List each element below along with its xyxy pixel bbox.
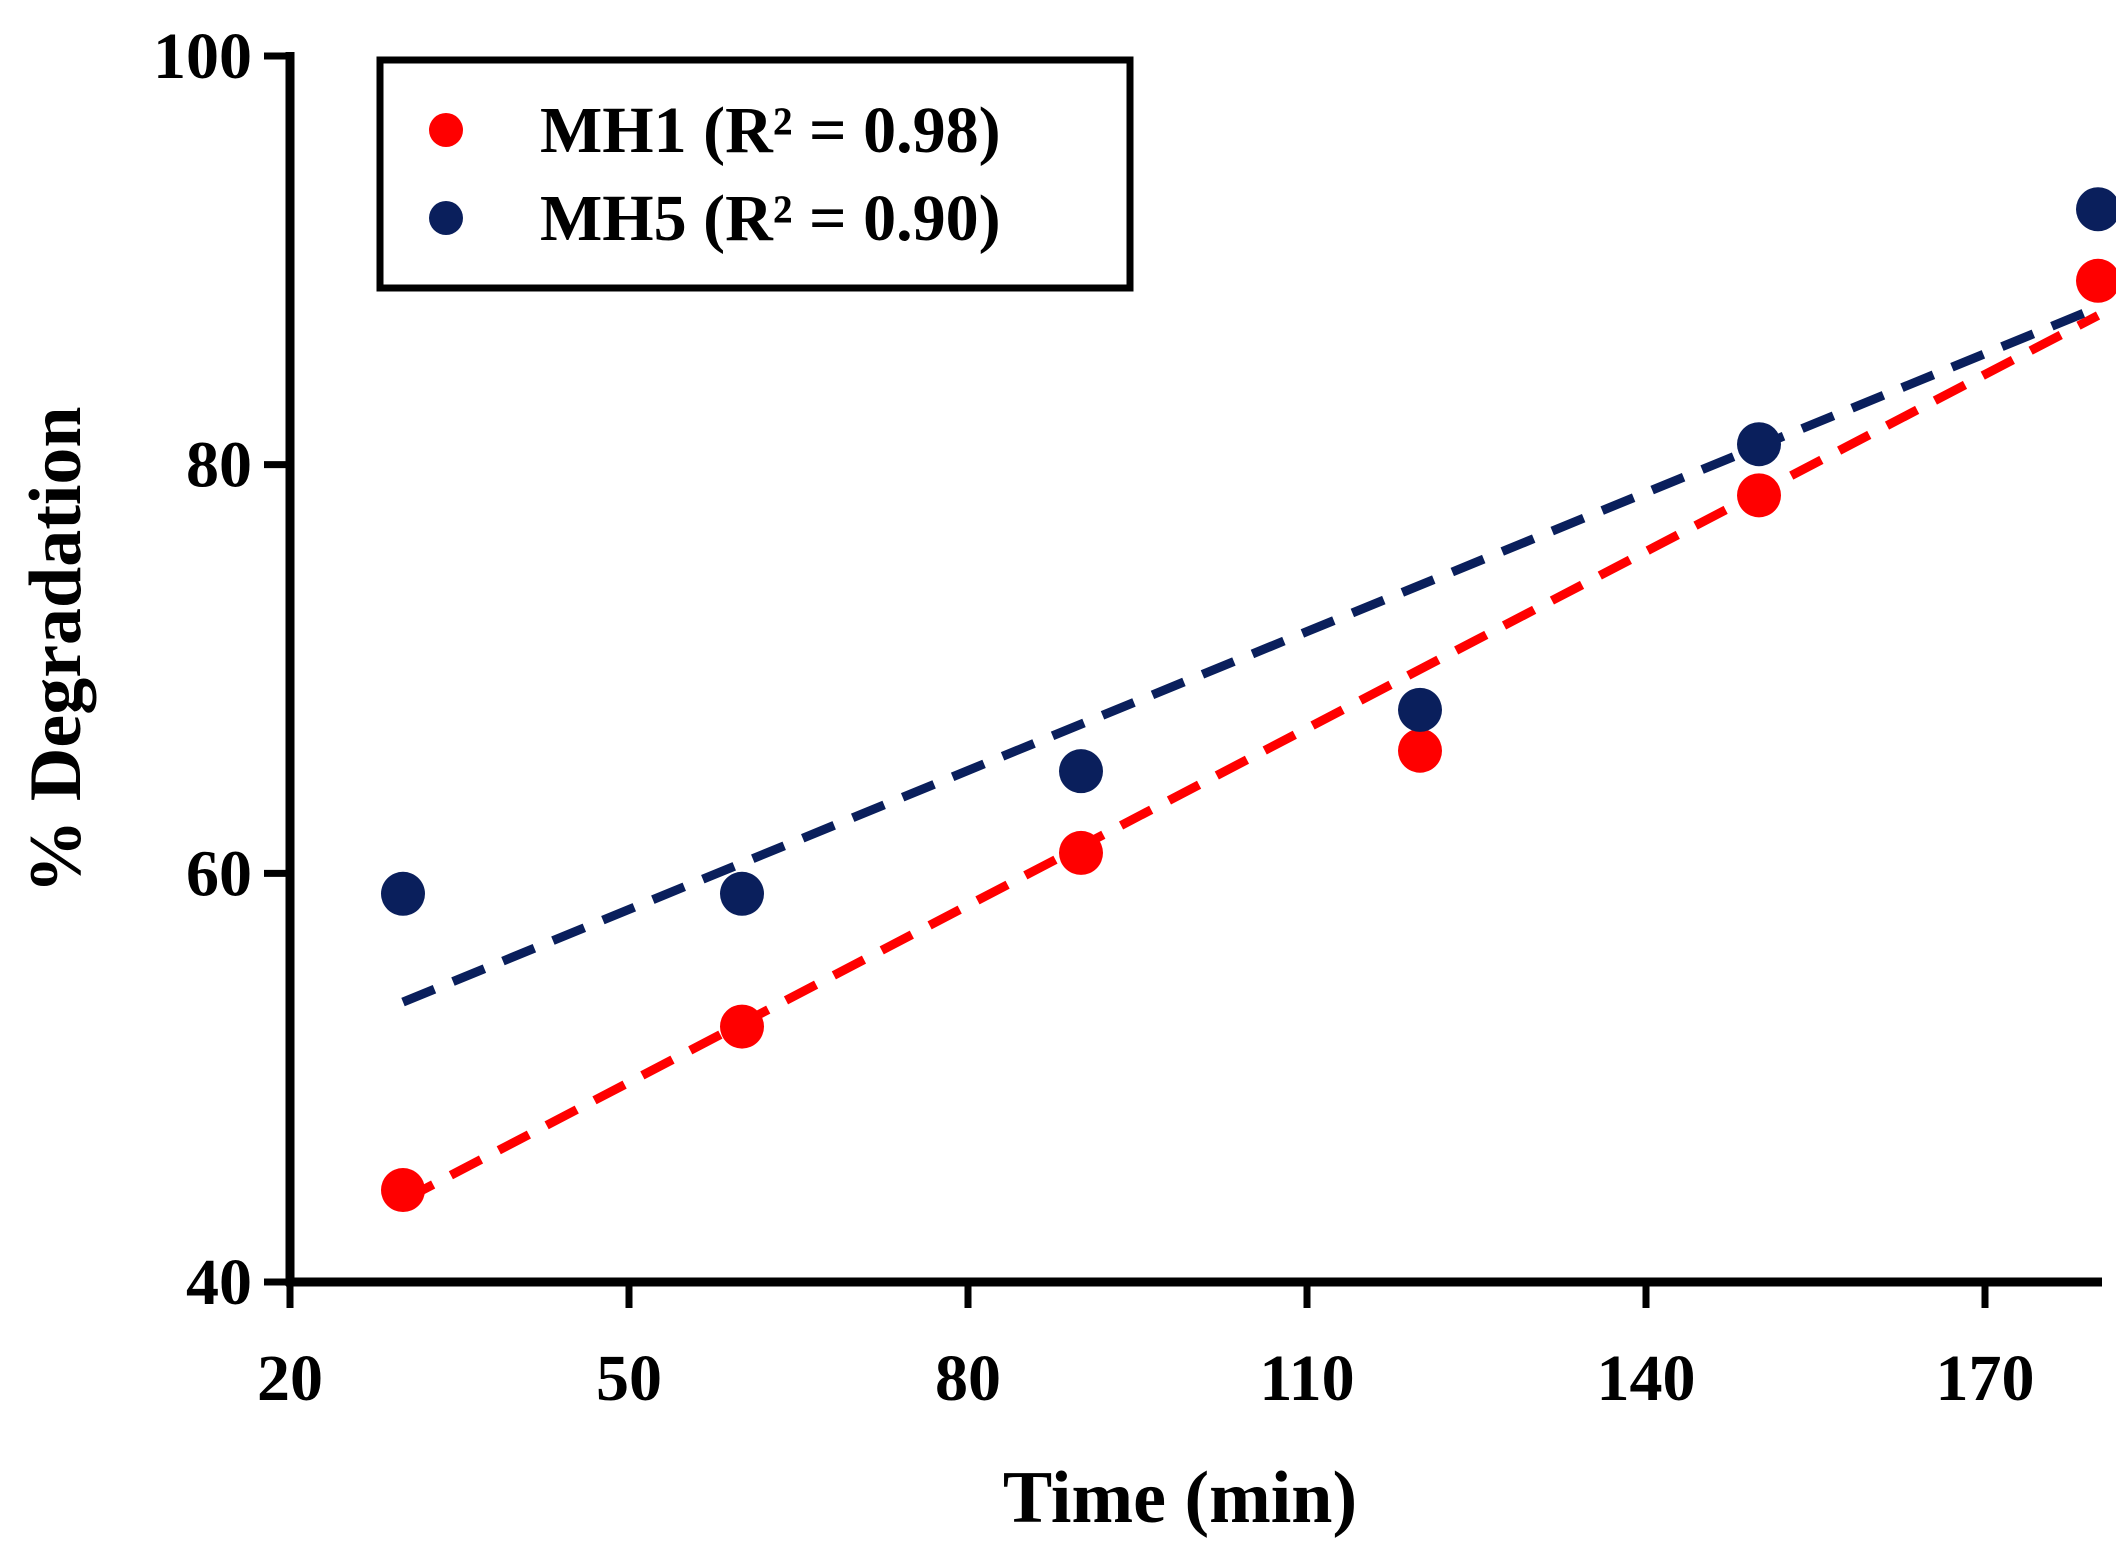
x-tick-label: 20: [257, 1342, 323, 1415]
trendline-mh1: [400, 311, 2101, 1205]
data-point-mh1: [1737, 473, 1781, 518]
y-tick-label: 40: [186, 1246, 252, 1319]
data-point-mh1: [720, 1004, 764, 1049]
legend-box: [376, 56, 1134, 292]
data-point-mh5: [1737, 422, 1781, 467]
x-axis-title: Time (min): [1003, 1457, 1357, 1539]
legend-marker-mh5: [429, 201, 463, 235]
axes: [285, 52, 2102, 1287]
legend-marker-mh1: [429, 113, 463, 147]
trendline-mh5: [401, 303, 2100, 1007]
data-point-mh1: [1059, 830, 1103, 875]
data-point-mh5: [2076, 187, 2116, 232]
data-point-mh5: [381, 871, 425, 916]
x-tick-label: 170: [1936, 1342, 2035, 1415]
x-tick-label: 140: [1597, 1342, 1696, 1415]
legend-label-mh5: MH5 (R² = 0.90): [540, 182, 1001, 255]
data-point-mh1: [2076, 258, 2116, 303]
x-tick-label: 110: [1259, 1342, 1354, 1415]
legend: MH1 (R² = 0.98) MH5 (R² = 0.90): [376, 56, 1134, 292]
y-tick-label: 60: [186, 837, 252, 910]
y-tick-label: 80: [186, 429, 252, 502]
y-axis-title: % Degradation: [15, 406, 97, 893]
legend-label-mh1: MH1 (R² = 0.98): [540, 94, 1001, 167]
data-point-mh1: [1398, 728, 1442, 773]
data-point-mh1: [381, 1168, 425, 1213]
data-points: [381, 187, 2116, 1213]
y-tick-label: 100: [153, 20, 252, 93]
data-point-mh5: [1398, 687, 1442, 732]
x-tick-label: 80: [935, 1342, 1001, 1415]
data-point-mh5: [1059, 749, 1103, 794]
data-point-mh5: [720, 871, 764, 916]
ticks: 20 50 80 110 140 170 40 60 80 100: [153, 20, 2035, 1415]
trendlines: [400, 303, 2101, 1205]
x-tick-label: 50: [596, 1342, 662, 1415]
